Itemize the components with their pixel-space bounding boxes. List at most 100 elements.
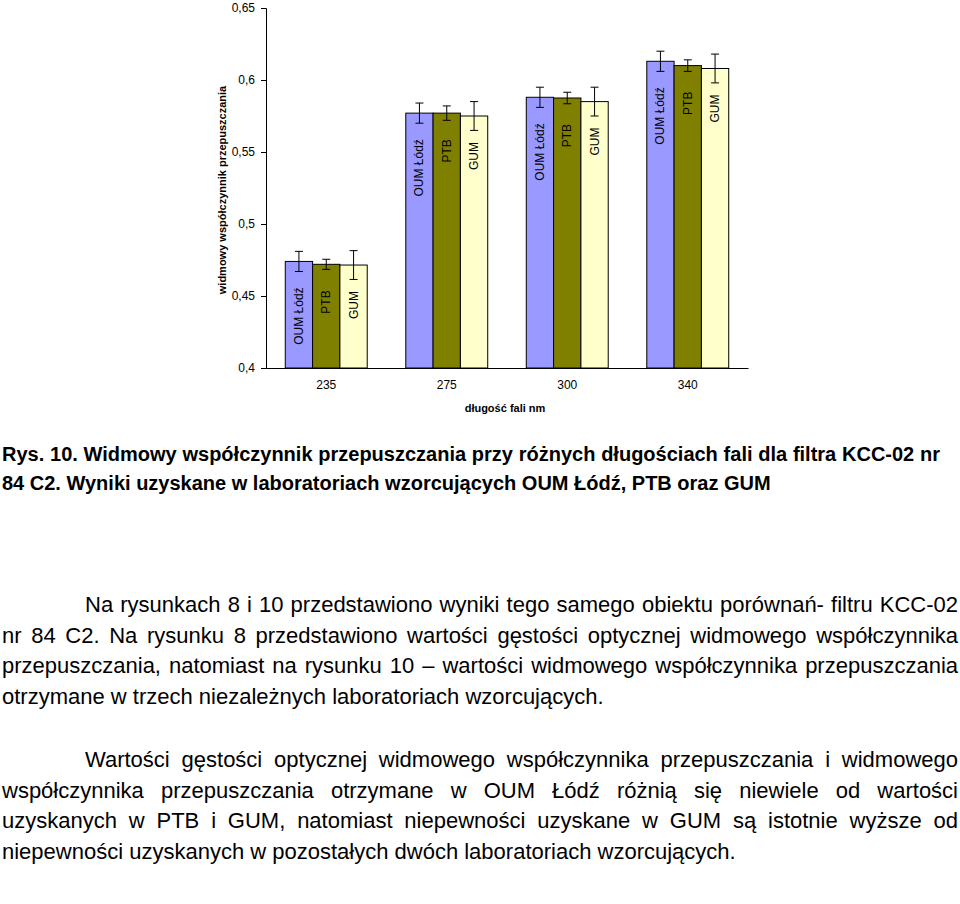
error-bar xyxy=(684,60,692,72)
tick-label: 300 xyxy=(557,378,577,392)
error-line xyxy=(353,251,354,280)
bar xyxy=(313,264,340,368)
error-line xyxy=(539,87,540,107)
error-cap xyxy=(295,271,303,272)
error-bar xyxy=(415,103,423,123)
tick-mark xyxy=(261,80,266,81)
series-label: PTB xyxy=(681,92,695,115)
error-cap xyxy=(415,123,423,124)
error-cap xyxy=(563,92,571,93)
error-cap xyxy=(470,101,478,102)
tick-mark xyxy=(261,8,266,9)
series-label: GUM xyxy=(588,128,602,156)
error-line xyxy=(326,259,327,269)
plot-area xyxy=(285,51,728,368)
error-cap xyxy=(684,59,692,60)
tick: 0,65 xyxy=(232,1,266,15)
paragraph: Na rysunkach 8 i 10 przedstawiono wyniki… xyxy=(2,590,958,712)
error-line xyxy=(567,92,568,104)
error-cap xyxy=(443,105,451,106)
bar-labels: OUM Łódź OUM Łódź OUM Łódź OUM Łódź PTB PTB PT… xyxy=(292,87,722,345)
error-cap xyxy=(350,250,358,251)
tick-label: 0,6 xyxy=(238,73,255,87)
error-bar xyxy=(322,259,330,269)
error-cap xyxy=(656,51,664,52)
error-cap xyxy=(711,82,719,83)
tick-label: 0,45 xyxy=(232,289,256,303)
error-cap xyxy=(295,251,303,252)
tick: 0,55 xyxy=(232,145,266,159)
error-line xyxy=(298,251,299,271)
error-bar xyxy=(656,51,664,71)
tick: 0,6 xyxy=(238,73,266,87)
error-cap xyxy=(470,130,478,131)
error-bar xyxy=(295,251,303,271)
bar xyxy=(340,265,367,368)
tick: 235 xyxy=(316,368,336,392)
paragraph: Wartości gęstości optycznej widmowego ws… xyxy=(2,745,958,867)
error-bar xyxy=(711,54,719,83)
error-cap xyxy=(536,107,544,108)
y-axis-title: widmowy współczynnik przepuszczania xyxy=(216,85,228,295)
x-axis: 235 275 300 340 xyxy=(267,368,749,392)
series-label: OUM Łódź xyxy=(653,87,667,144)
error-line xyxy=(594,87,595,116)
series-label: PTB xyxy=(319,290,333,313)
bar xyxy=(285,261,312,368)
bar xyxy=(433,113,460,368)
error-bar xyxy=(536,87,544,107)
bar xyxy=(554,98,581,368)
series-label: PTB xyxy=(560,124,574,147)
x-axis-title: długość fali nm xyxy=(465,402,546,414)
error-cap xyxy=(350,279,358,280)
tick: 300 xyxy=(557,368,577,392)
tick: 0,4 xyxy=(238,361,266,375)
error-cap xyxy=(656,71,664,72)
series-label: GUM xyxy=(347,291,361,319)
error-cap xyxy=(415,103,423,104)
error-cap xyxy=(536,87,544,88)
tick-label: 0,65 xyxy=(232,1,256,15)
error-bar xyxy=(591,87,599,116)
tick-mark xyxy=(261,368,266,369)
series-label: OUM Łódź xyxy=(292,287,306,344)
caption: Rys. 10. Widmowy współczynnik przepuszcz… xyxy=(2,440,940,498)
tick-label: 0,4 xyxy=(238,361,255,375)
error-line xyxy=(446,106,447,120)
tick-mark xyxy=(261,224,266,225)
tick-label: 340 xyxy=(678,378,698,392)
series-label: OUM Łódź xyxy=(533,123,547,180)
tick-mark xyxy=(261,152,266,153)
series-label: GUM xyxy=(467,142,481,170)
tick: 340 xyxy=(678,368,698,392)
error-bar xyxy=(350,251,358,280)
error-cap xyxy=(443,120,451,121)
error-bar xyxy=(563,92,571,104)
tick-label: 235 xyxy=(316,378,336,392)
series-label: OUM Łódź xyxy=(412,139,426,196)
error-cap xyxy=(591,116,599,117)
tick-label: 275 xyxy=(437,378,457,392)
error-bar xyxy=(443,106,451,120)
error-line xyxy=(660,51,661,71)
error-cap xyxy=(591,87,599,88)
bar xyxy=(406,113,433,368)
bar xyxy=(581,102,608,368)
axis-line xyxy=(261,9,267,369)
bar xyxy=(460,116,487,368)
error-bar xyxy=(470,102,478,131)
error-line xyxy=(715,54,716,83)
error-line xyxy=(474,102,475,131)
bar xyxy=(647,61,674,368)
bar xyxy=(674,66,701,368)
error-cap xyxy=(322,269,330,270)
error-cap xyxy=(711,54,719,55)
tick-label: 0,55 xyxy=(232,145,256,159)
axis-line xyxy=(267,368,749,369)
tick: 0,45 xyxy=(232,289,266,303)
tick: 0,5 xyxy=(238,217,266,231)
error-cap xyxy=(322,259,330,260)
tick-mark xyxy=(261,296,266,297)
chart: 0,4 0,45 0,5 0,55 0,6 0,65 235 275 300 340 długość… xyxy=(0,0,960,430)
error-cap xyxy=(684,71,692,72)
